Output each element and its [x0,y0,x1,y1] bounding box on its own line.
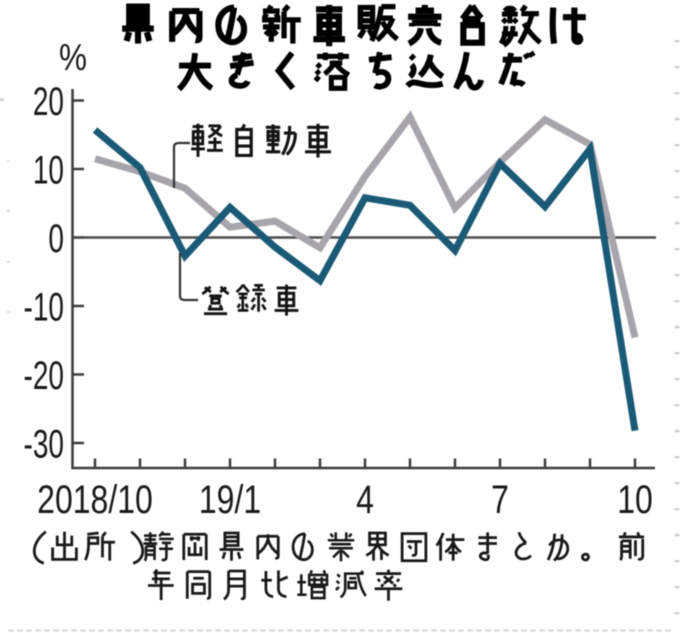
svg-text:2018/10: 2018/10 [37,477,153,522]
svg-text:19/1: 19/1 [199,477,261,522]
svg-text:10: 10 [33,149,64,193]
svg-text:20: 20 [33,80,64,124]
svg-text:-10: -10 [24,286,64,330]
svg-text:-20: -20 [24,354,64,398]
svg-text:0: 0 [48,217,64,261]
svg-text:7: 7 [491,477,509,522]
svg-text:4: 4 [356,477,374,522]
svg-text:%: % [59,38,87,79]
svg-text:10: 10 [617,477,653,522]
svg-text:-30: -30 [24,423,64,467]
